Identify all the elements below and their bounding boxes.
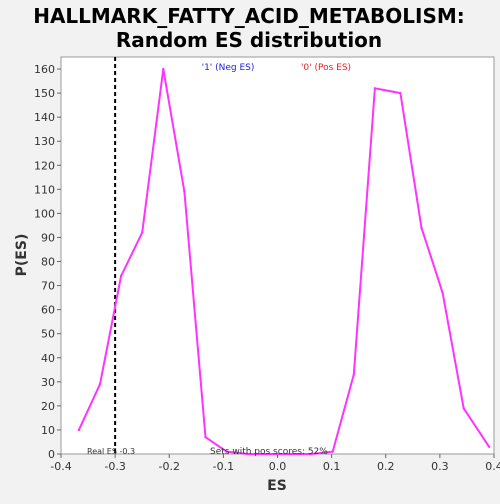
y-tick-label: 20 bbox=[41, 400, 55, 413]
data-point bbox=[119, 274, 123, 278]
real-es-label: Real ES -0.3 bbox=[87, 447, 135, 456]
chart-title: HALLMARK_FATTY_ACID_METABOLISM: bbox=[33, 4, 465, 28]
data-point bbox=[267, 452, 271, 456]
data-point bbox=[204, 435, 207, 439]
x-axis-label: ES bbox=[267, 478, 287, 494]
y-tick-label: 130 bbox=[34, 135, 55, 148]
data-point bbox=[331, 450, 334, 453]
data-point bbox=[183, 190, 186, 193]
chart-subtitle: Random ES distribution bbox=[116, 28, 382, 52]
y-tick-label: 110 bbox=[34, 183, 55, 196]
y-tick-label: 120 bbox=[34, 159, 55, 172]
data-point bbox=[462, 407, 465, 410]
y-tick-label: 140 bbox=[34, 111, 55, 124]
data-point bbox=[399, 91, 402, 95]
data-point bbox=[140, 231, 144, 234]
data-point bbox=[441, 291, 444, 294]
x-tick-label: -0.2 bbox=[159, 460, 180, 473]
data-point bbox=[225, 450, 228, 453]
y-tick-label: 160 bbox=[34, 63, 55, 76]
data-point bbox=[288, 452, 292, 456]
series-line bbox=[77, 68, 490, 455]
x-tick-label: 0.3 bbox=[431, 460, 449, 473]
data-point bbox=[98, 383, 102, 386]
y-tick-label: 100 bbox=[34, 207, 55, 220]
y-tick-label: 150 bbox=[34, 87, 55, 100]
data-point bbox=[162, 67, 165, 71]
axes: 0 10 20 30 40 50 60 70 80 90 100 110 120 130 140 150 160… bbox=[34, 63, 500, 473]
y-tick-label: 70 bbox=[41, 280, 55, 293]
y-tick-label: 60 bbox=[41, 304, 55, 317]
legend-entry-pos-es: '0' (Pos ES) bbox=[301, 63, 351, 73]
x-tick-label: 0.4 bbox=[485, 460, 500, 473]
y-tick-label: 0 bbox=[48, 448, 55, 461]
plot-area bbox=[60, 56, 495, 455]
x-tick-label: 0.0 bbox=[269, 460, 287, 473]
x-tick-label: 0.2 bbox=[377, 460, 395, 473]
y-tick-label: 10 bbox=[41, 424, 55, 437]
data-point bbox=[310, 452, 313, 456]
x-tick-label: -0.4 bbox=[50, 460, 71, 473]
data-point bbox=[352, 373, 356, 376]
data-point bbox=[373, 87, 377, 90]
data-point bbox=[487, 445, 491, 448]
pos-scores-annotation: Sets with pos scores: 52% bbox=[210, 447, 328, 457]
data-point bbox=[77, 428, 81, 432]
x-tick-label: -0.1 bbox=[213, 460, 234, 473]
y-tick-label: 90 bbox=[41, 231, 55, 244]
marks bbox=[77, 57, 491, 456]
x-tick-label: 0.1 bbox=[323, 460, 341, 473]
data-point bbox=[420, 226, 423, 230]
y-tick-label: 30 bbox=[41, 376, 55, 389]
x-tick-label: -0.3 bbox=[104, 460, 125, 473]
y-axis-label: P(ES) bbox=[14, 234, 30, 277]
y-tick-label: 50 bbox=[41, 328, 55, 341]
y-tick-label: 80 bbox=[41, 256, 55, 269]
data-point bbox=[246, 452, 249, 456]
legend-entry-neg-es: '1' (Neg ES) bbox=[202, 63, 255, 73]
y-tick-label: 40 bbox=[41, 352, 55, 365]
